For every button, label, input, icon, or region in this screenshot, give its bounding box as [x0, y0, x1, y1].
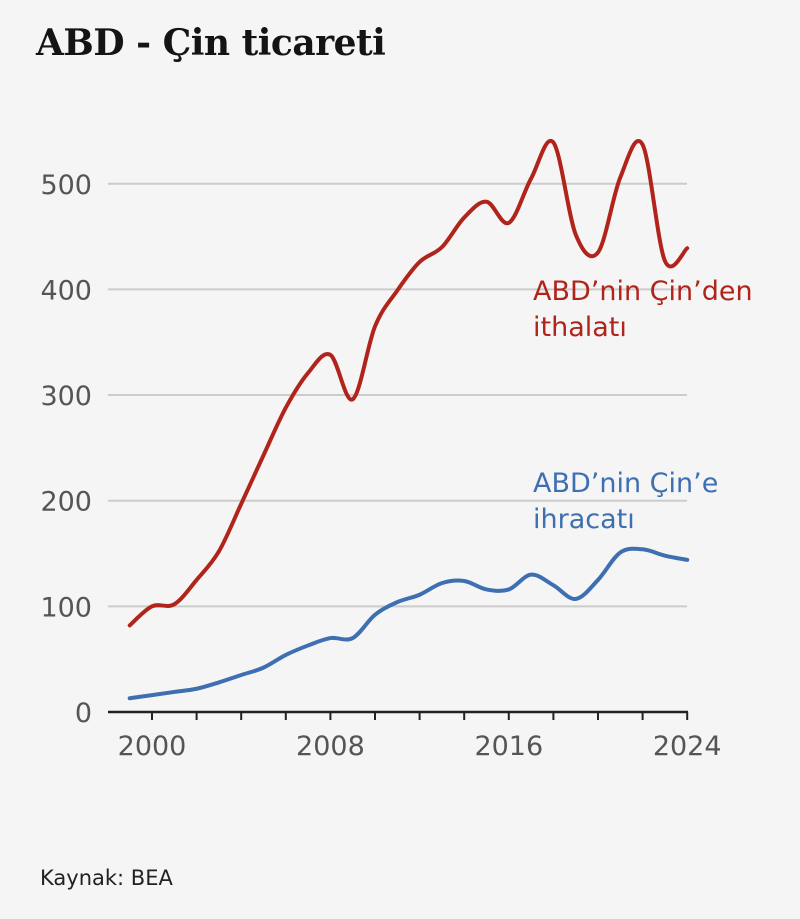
x-tick-label: 2016 [474, 731, 543, 762]
series-label: ABD’nin Çin’den [533, 276, 753, 307]
series-label: ABD’nin Çin’e [533, 468, 718, 499]
y-tick-label: 400 [40, 275, 92, 306]
series-line-exports [127, 546, 690, 701]
source-note: Kaynak: BEA [40, 866, 173, 890]
series-line-imports [127, 138, 690, 628]
x-tick-label: 2008 [296, 731, 365, 762]
y-tick-label: 200 [40, 487, 92, 518]
x-tick-label: 2024 [653, 731, 722, 762]
x-tick-label: 2000 [118, 731, 187, 762]
chart-title: ABD - Çin ticareti [36, 22, 386, 64]
y-tick-label: 0 [75, 698, 92, 729]
y-tick-label: 500 [40, 170, 92, 201]
series-label: ihracatı [533, 504, 635, 535]
series-label: ithalatı [533, 312, 627, 343]
y-tick-label: 100 [40, 592, 92, 623]
y-tick-label: 300 [40, 381, 92, 412]
